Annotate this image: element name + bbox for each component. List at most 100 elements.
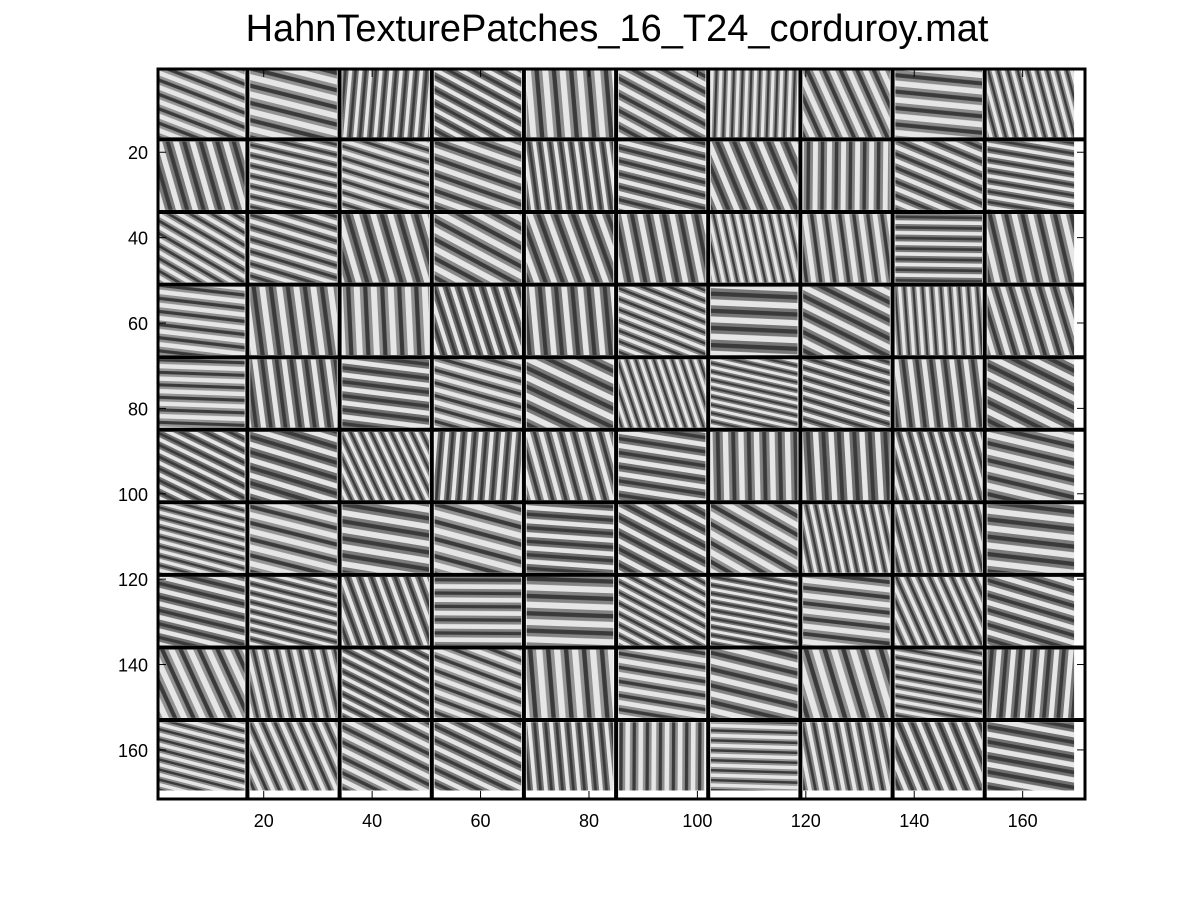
texture-patch	[710, 504, 798, 573]
texture-patch	[987, 649, 1075, 718]
texture-patch	[803, 431, 890, 501]
texture-patch	[987, 722, 1075, 791]
texture-patch	[434, 431, 522, 501]
texture-patch	[250, 577, 337, 646]
texture-patch	[895, 359, 982, 428]
texture-patch	[158, 286, 245, 355]
y-tick-label: 140	[118, 656, 148, 676]
texture-patch	[895, 214, 982, 283]
texture-patch	[987, 504, 1075, 573]
texture-patch	[342, 504, 429, 573]
texture-patch	[342, 286, 429, 355]
texture-patch	[895, 577, 982, 646]
texture-patch	[250, 722, 337, 791]
texture-patch	[710, 722, 798, 791]
texture-patch	[526, 722, 614, 791]
texture-patch	[618, 214, 706, 283]
texture-patch	[895, 69, 982, 138]
texture-patch	[526, 286, 614, 355]
texture-patch	[158, 504, 245, 573]
texture-patch	[803, 214, 890, 283]
texture-patch	[618, 286, 706, 355]
texture-patch	[618, 577, 706, 646]
texture-patch	[895, 649, 982, 718]
texture-patch	[342, 649, 429, 718]
texture-patch	[434, 69, 522, 138]
texture-patch	[987, 577, 1075, 646]
texture-patch	[342, 431, 429, 501]
texture-patch	[434, 141, 522, 210]
y-tick-label: 40	[128, 229, 148, 249]
texture-patch	[618, 431, 706, 501]
texture-patch	[342, 141, 429, 210]
texture-patch	[526, 141, 614, 210]
texture-patch	[710, 577, 798, 646]
texture-patch	[987, 431, 1075, 501]
figure-title: HahnTexturePatches_16_T24_corduroy.mat	[245, 8, 989, 50]
texture-patch	[710, 69, 798, 138]
texture-patch	[987, 69, 1075, 138]
texture-patch	[987, 359, 1075, 428]
texture-patch	[987, 286, 1075, 355]
texture-patch	[803, 722, 890, 791]
texture-patch	[250, 431, 337, 501]
texture-patch	[158, 359, 245, 428]
y-tick-label: 60	[128, 314, 148, 334]
texture-patch	[895, 722, 982, 791]
texture-patch	[342, 577, 429, 646]
texture-patch	[250, 359, 337, 428]
texture-patch	[803, 359, 890, 428]
axes-frame	[156, 67, 1087, 801]
texture-patch	[803, 504, 890, 573]
texture-patch	[618, 722, 706, 791]
texture-patch	[434, 504, 522, 573]
y-tick-label: 20	[128, 143, 148, 163]
texture-patch	[803, 577, 890, 646]
texture-patch	[526, 359, 614, 428]
texture-patch	[526, 649, 614, 718]
texture-patch	[895, 141, 982, 210]
texture-patch	[987, 214, 1075, 283]
texture-patch	[710, 214, 798, 283]
texture-patch	[710, 286, 798, 355]
texture-patch	[158, 649, 245, 718]
texture-patch	[618, 141, 706, 210]
texture-patch	[895, 504, 982, 573]
texture-patch	[434, 577, 522, 646]
texture-patch	[158, 141, 245, 210]
texture-patch	[987, 141, 1075, 210]
texture-patch	[710, 141, 798, 210]
x-tick-label: 160	[1008, 811, 1038, 831]
texture-patch	[710, 649, 798, 718]
texture-patch	[342, 722, 429, 791]
texture-patch	[803, 141, 890, 210]
texture-patch	[803, 649, 890, 718]
y-tick-label: 100	[118, 485, 148, 505]
texture-patch	[250, 286, 337, 355]
texture-patch	[434, 214, 522, 283]
texture-patch	[158, 214, 245, 283]
y-tick-label: 160	[118, 741, 148, 761]
x-tick-label: 40	[362, 811, 382, 831]
texture-patch	[434, 286, 522, 355]
texture-patch	[526, 431, 614, 501]
texture-patch	[342, 214, 429, 283]
x-tick-label: 140	[899, 811, 929, 831]
texture-patch	[803, 286, 890, 355]
texture-patch	[526, 577, 614, 646]
y-tick-label: 80	[128, 399, 148, 419]
texture-patch	[158, 431, 245, 501]
texture-patch	[434, 722, 522, 791]
texture-patch	[526, 504, 614, 573]
texture-patch	[158, 722, 245, 791]
texture-patch	[618, 359, 706, 428]
x-tick-label: 80	[579, 811, 599, 831]
texture-patch	[526, 214, 614, 283]
x-tick-label: 120	[791, 811, 821, 831]
x-axis: 20 40 60 80 100 120 140 160	[254, 69, 1038, 831]
texture-patch	[158, 577, 245, 646]
texture-patch	[250, 141, 337, 210]
texture-patch	[710, 359, 798, 428]
texture-patch	[618, 649, 706, 718]
